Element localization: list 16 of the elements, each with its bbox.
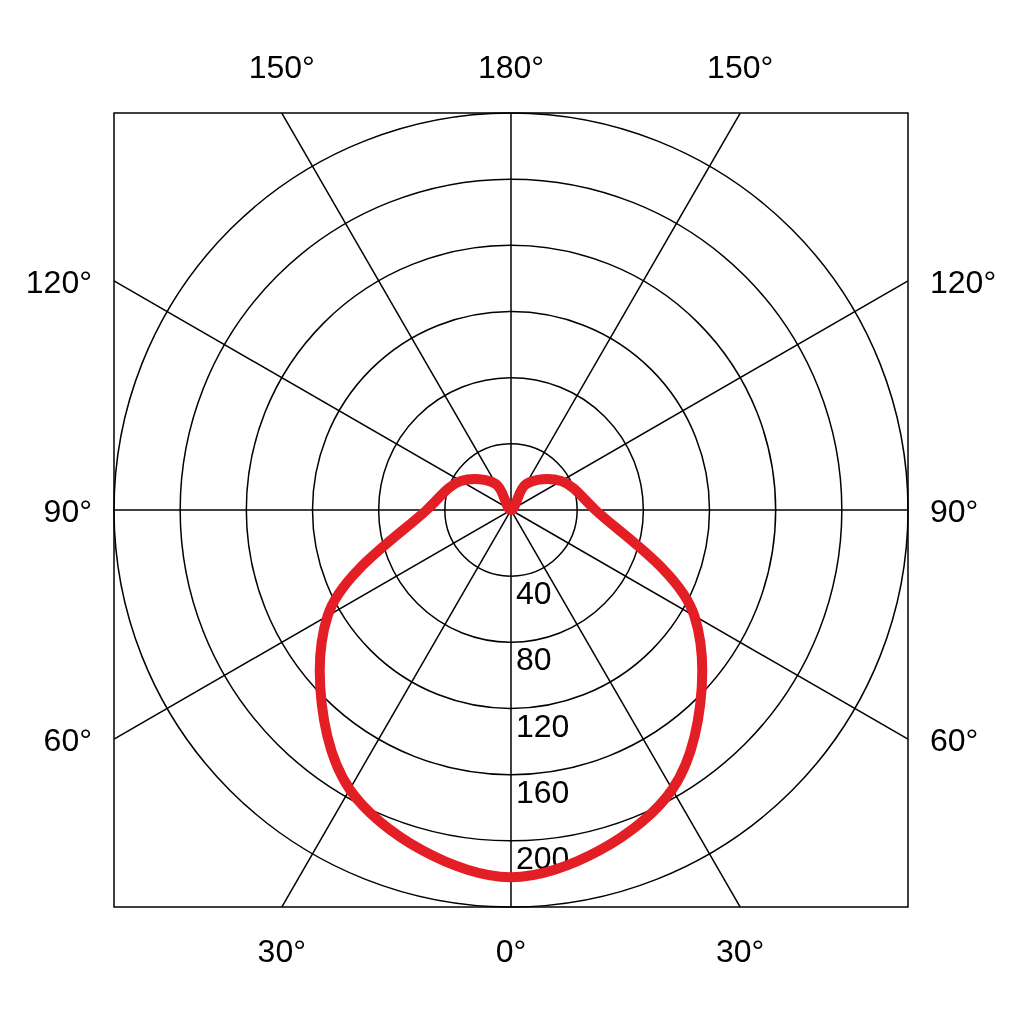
spoke-label: 60° [43, 722, 92, 759]
spoke-label: 150° [248, 49, 315, 85]
spoke-label: 120° [930, 263, 997, 300]
y-tick-label: 160 [516, 773, 570, 810]
spoke-label: 90° [930, 493, 979, 529]
spoke-label: 0° [495, 933, 527, 969]
spoke-label: 120° [25, 263, 92, 300]
spoke-label: 60° [930, 722, 979, 759]
y-tick-label: 120 [516, 707, 570, 744]
spoke-label: 180° [477, 49, 545, 85]
spoke-label: 30° [257, 933, 306, 969]
spoke-label: 90° [43, 493, 92, 529]
y-tick-label: 40 [516, 575, 552, 612]
spoke-label: 30° [716, 933, 765, 969]
y-tick-label: 80 [516, 641, 552, 678]
spoke-label: 150° [707, 49, 774, 85]
